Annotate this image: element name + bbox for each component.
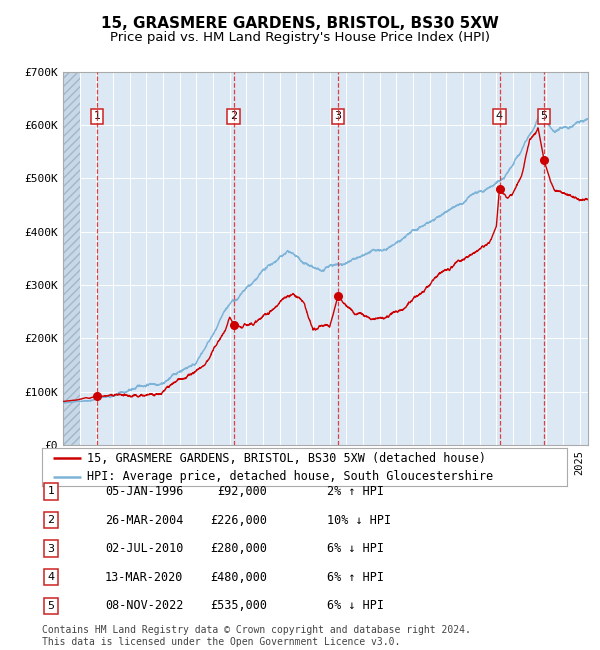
Text: 6% ↓ HPI: 6% ↓ HPI <box>327 542 384 555</box>
Text: HPI: Average price, detached house, South Gloucestershire: HPI: Average price, detached house, Sout… <box>86 471 493 484</box>
Text: 2: 2 <box>230 111 237 122</box>
Text: 02-JUL-2010: 02-JUL-2010 <box>105 542 184 555</box>
Bar <box>63 72 80 445</box>
Text: 3: 3 <box>335 111 341 122</box>
Text: 4: 4 <box>496 111 503 122</box>
Text: 13-MAR-2020: 13-MAR-2020 <box>105 571 184 584</box>
Text: 08-NOV-2022: 08-NOV-2022 <box>105 599 184 612</box>
Text: 10% ↓ HPI: 10% ↓ HPI <box>327 514 391 526</box>
Text: £92,000: £92,000 <box>217 485 267 498</box>
Text: 5: 5 <box>541 111 547 122</box>
Text: 5: 5 <box>47 601 55 611</box>
Text: 4: 4 <box>47 572 55 582</box>
Text: £535,000: £535,000 <box>210 599 267 612</box>
Text: Contains HM Land Registry data © Crown copyright and database right 2024.
This d: Contains HM Land Registry data © Crown c… <box>42 625 471 647</box>
Text: 6% ↓ HPI: 6% ↓ HPI <box>327 599 384 612</box>
Text: 1: 1 <box>47 486 55 497</box>
Text: 1: 1 <box>94 111 101 122</box>
Text: 6% ↑ HPI: 6% ↑ HPI <box>327 571 384 584</box>
Text: 15, GRASMERE GARDENS, BRISTOL, BS30 5XW (detached house): 15, GRASMERE GARDENS, BRISTOL, BS30 5XW … <box>86 452 485 465</box>
Text: 05-JAN-1996: 05-JAN-1996 <box>105 485 184 498</box>
Text: £480,000: £480,000 <box>210 571 267 584</box>
Text: 2: 2 <box>47 515 55 525</box>
Text: 2% ↑ HPI: 2% ↑ HPI <box>327 485 384 498</box>
Text: £280,000: £280,000 <box>210 542 267 555</box>
Text: 3: 3 <box>47 543 55 554</box>
Text: Price paid vs. HM Land Registry's House Price Index (HPI): Price paid vs. HM Land Registry's House … <box>110 31 490 44</box>
Text: 26-MAR-2004: 26-MAR-2004 <box>105 514 184 526</box>
Text: 15, GRASMERE GARDENS, BRISTOL, BS30 5XW: 15, GRASMERE GARDENS, BRISTOL, BS30 5XW <box>101 16 499 31</box>
Text: £226,000: £226,000 <box>210 514 267 526</box>
